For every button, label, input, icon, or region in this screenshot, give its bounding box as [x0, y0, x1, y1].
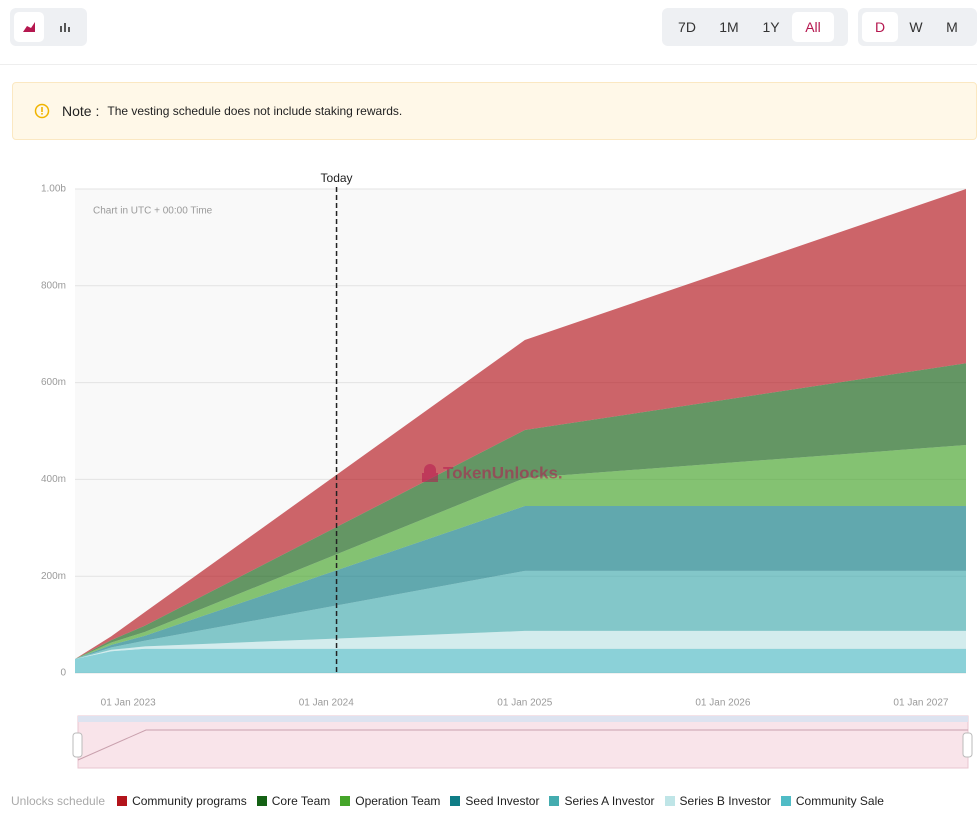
x-tick-label: 01 Jan 2024	[299, 698, 354, 709]
legend-item[interactable]: Community Sale	[780, 794, 884, 808]
legend-item[interactable]: Seed Investor	[450, 794, 539, 808]
x-tick-label: 01 Jan 2027	[893, 698, 948, 709]
area	[75, 630, 966, 659]
legend-item[interactable]: Series B Investor	[664, 794, 771, 808]
interval-button[interactable]: W	[909, 19, 923, 35]
range-button[interactable]: 7D	[678, 19, 696, 35]
legend-item[interactable]: Community programs	[117, 794, 247, 808]
chart: 0 200m 400m 600m 800m 1.00b Chart in UTC + 00…	[41, 171, 973, 769]
chart-subtitle: Chart in UTC + 00:00 Time	[93, 206, 213, 217]
legend-label: Community programs	[132, 794, 247, 808]
legend: Unlocks schedule Community programs Core …	[11, 792, 884, 810]
x-tick-label: 01 Jan 2025	[497, 698, 552, 709]
range-group: 7D 1M 1Y All	[662, 8, 848, 46]
legend-swatch	[664, 796, 675, 806]
interval-button[interactable]: M	[946, 19, 958, 35]
legend-item[interactable]: Operation Team	[340, 794, 440, 808]
area	[75, 445, 966, 659]
chart-type-group	[10, 8, 87, 46]
area	[75, 648, 966, 673]
legend-item[interactable]: Core Team	[256, 794, 331, 808]
legend-label: Series A Investor	[564, 794, 655, 808]
watermark: TokenUnlocks.	[422, 463, 563, 482]
y-tick-label: 1.00b	[41, 184, 66, 195]
today-label: Today	[321, 171, 353, 185]
x-tick-label: 01 Jan 2026	[695, 698, 750, 709]
legend-label: Core Team	[271, 794, 331, 808]
y-tick-label: 600m	[41, 377, 66, 388]
y-tick-label: 0	[60, 668, 66, 679]
legend-swatch	[780, 796, 791, 806]
range-button[interactable]: All	[792, 12, 834, 42]
range-button[interactable]: 1Y	[762, 19, 780, 35]
area-icon	[23, 22, 35, 32]
navigator[interactable]	[77, 715, 969, 769]
area	[75, 570, 966, 659]
area-view-button[interactable]	[14, 12, 44, 42]
navigator-scrollbar[interactable]	[78, 716, 968, 722]
x-tick-label: 01 Jan 2023	[101, 698, 156, 709]
watermark-text: TokenUnlocks.	[443, 463, 563, 482]
legend-swatch	[256, 796, 267, 806]
legend-label: Operation Team	[355, 794, 441, 808]
legend-title: Unlocks schedule	[11, 794, 106, 808]
bar-view-button[interactable]	[50, 12, 80, 42]
legend-swatch	[450, 796, 461, 806]
y-tick-label: 200m	[41, 571, 66, 582]
interval-button[interactable]: D	[862, 12, 898, 42]
area	[75, 506, 966, 659]
note-banner: Note : The vesting schedule does not inc…	[12, 82, 977, 140]
note-label: Note :	[62, 103, 100, 119]
legend-swatch	[117, 796, 128, 806]
legend-item[interactable]: Series A Investor	[549, 794, 655, 808]
note-icon	[34, 103, 50, 119]
navigator-line	[77, 729, 968, 761]
divider	[0, 64, 977, 65]
bar-icon	[60, 23, 70, 32]
navigator-handle-left[interactable]	[72, 732, 83, 758]
area	[75, 189, 966, 659]
area	[75, 363, 966, 659]
legend-swatch	[549, 796, 560, 806]
legend-label: Community Sale	[795, 794, 884, 808]
note-text: The vesting schedule does not include st…	[107, 104, 403, 118]
y-tick-label: 800m	[41, 280, 66, 291]
range-button[interactable]: 1M	[719, 19, 739, 35]
legend-label: Series B Investor	[679, 794, 771, 808]
legend-swatch	[340, 796, 351, 806]
navigator-handle-right[interactable]	[962, 732, 973, 758]
y-tick-label: 400m	[41, 474, 66, 485]
legend-label: Seed Investor	[465, 794, 540, 808]
